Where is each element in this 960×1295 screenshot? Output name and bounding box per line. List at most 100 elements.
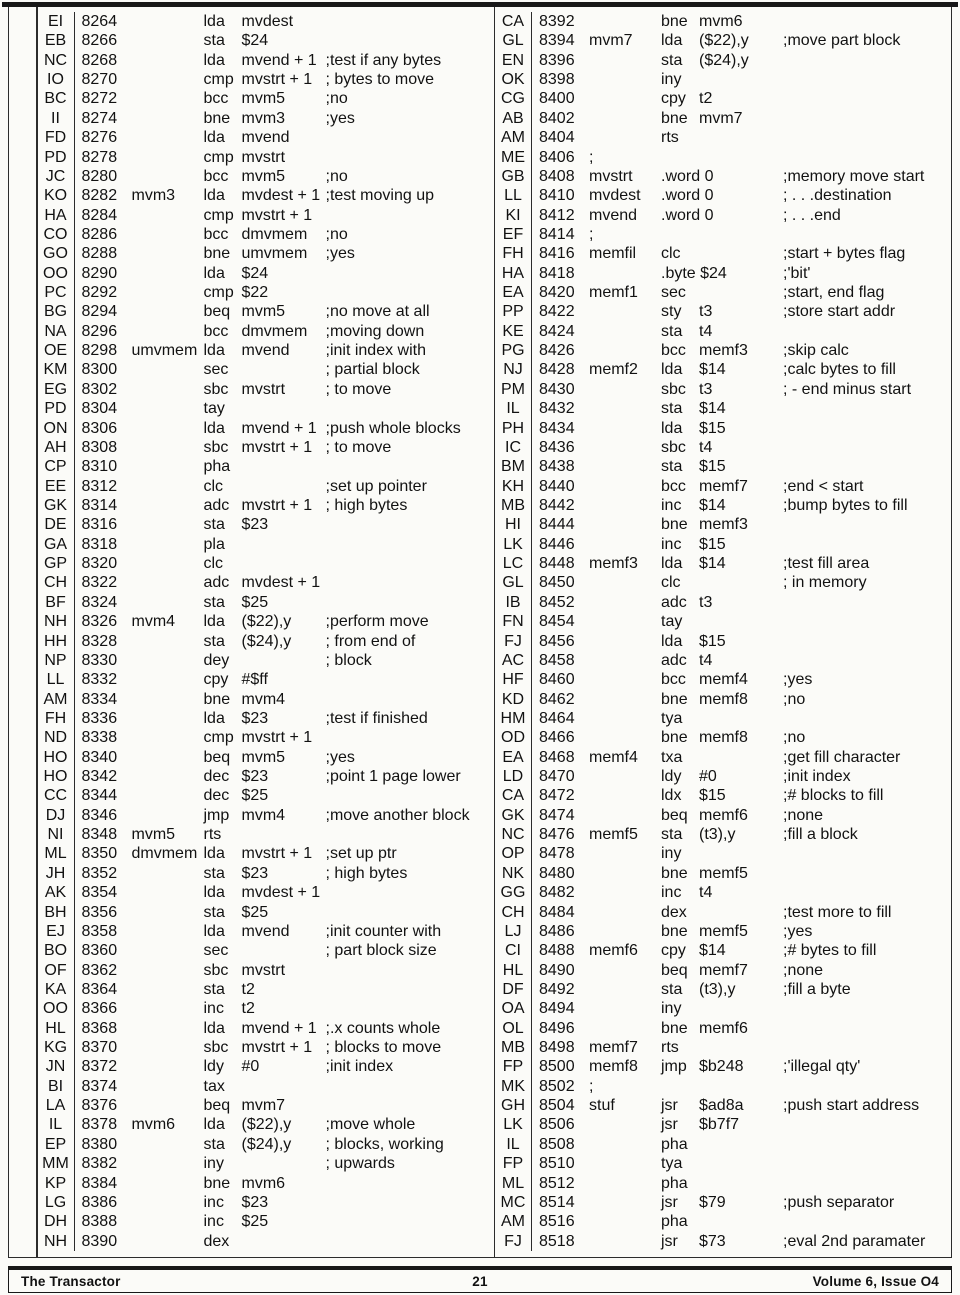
comment-cell: ;fill a byte	[783, 980, 851, 998]
code-row: FH 8336 lda $23 ;test if finished	[9, 708, 494, 729]
opcode-cell: sta	[203, 864, 225, 882]
checksum-cell: NC	[38, 50, 75, 71]
code-row: HO 8340 beq mvm5 ;yes	[9, 747, 494, 768]
code-cell: 8378 mvm6 lda ($22),y ;move whole	[75, 1115, 495, 1134]
operand-cell: mvm3	[241, 109, 286, 127]
address-cell: 8346	[81, 806, 118, 824]
comment-cell: ; from end of	[325, 632, 416, 650]
comment-cell: ;move another block	[325, 806, 470, 824]
code-row: BH 8356 sta $25	[9, 902, 494, 922]
checksum-cell: GG	[495, 883, 532, 903]
code-cell: 8306 lda mvend + 1 ;push whole blocks	[75, 419, 495, 438]
code-row: KD 8462 bne memf8 ;no	[495, 689, 951, 709]
assembly-code-listing: EI 8264 lda mvdest EB 8266 sta $24 NC 8268 lda mven…	[8, 7, 952, 1258]
opcode-cell: beq	[203, 303, 231, 321]
checksum-cell: DE	[38, 515, 75, 535]
code-cell: 8450 clc ; in memory	[532, 573, 951, 592]
address-cell: 8366	[81, 1000, 118, 1018]
code-row: PD 8304 tay	[9, 399, 495, 419]
checksum-cell: LL	[38, 670, 75, 690]
opcode-cell: inc	[661, 496, 682, 514]
operand-cell: memf6	[699, 1019, 748, 1037]
code-row: AM 8404 rts	[495, 128, 951, 148]
comment-cell: ;init index with	[325, 342, 427, 360]
code-row: KH 8440 bcc memf7 ;end < start	[495, 476, 951, 496]
code-cell: 8510 tya	[532, 1154, 951, 1173]
code-row: GK 8314 adc mvstrt + 1 ; high bytes	[9, 495, 494, 516]
code-cell: 8304 tay	[75, 399, 495, 418]
code-row: AM 8516 pha	[495, 1212, 951, 1232]
opcode-cell: sbc	[203, 380, 229, 398]
operand-cell: mvend	[241, 129, 290, 147]
label-cell: mvm6	[131, 1116, 176, 1134]
opcode-cell: sta	[203, 1135, 225, 1153]
operand-cell: $23	[241, 516, 269, 534]
operand-cell: mvend	[241, 922, 290, 940]
code-row: CP 8310 pha	[9, 457, 494, 477]
address-cell: 8452	[539, 593, 575, 611]
checksum-cell: CC	[38, 786, 75, 806]
code-cell: 8300 sec ; partial block	[75, 360, 495, 379]
address-cell: 8406	[539, 148, 575, 166]
address-cell: 8398	[539, 71, 575, 89]
opcode-cell: sbc	[203, 1039, 229, 1057]
checksum-cell: KG	[38, 1038, 75, 1058]
opcode-cell: clc	[203, 477, 224, 495]
checksum-cell: NK	[495, 863, 532, 884]
code-cell: 8458 adc t4	[532, 651, 951, 670]
checksum-cell: OL	[495, 1018, 532, 1039]
checksum-cell: EI	[38, 12, 75, 32]
address-cell: 8474	[539, 806, 575, 824]
code-cell: 8348 mvm5 rts	[75, 825, 495, 844]
opcode-cell: bne	[661, 690, 688, 708]
operand-cell: memf4	[699, 671, 748, 689]
operand-cell: memf3	[699, 342, 748, 360]
checksum-cell: NH	[38, 612, 75, 632]
opcode-cell: dec	[203, 787, 230, 805]
code-cell: 8270 cmp mvstrt + 1 ; bytes to move	[75, 70, 495, 89]
operand-cell: memf8	[699, 729, 748, 747]
comment-cell: ;'illegal qty'	[783, 1058, 861, 1076]
opcode-cell: bne	[203, 1174, 231, 1192]
address-cell: 8354	[81, 884, 118, 902]
address-cell: 8370	[81, 1039, 118, 1057]
address-cell: 8456	[539, 632, 575, 650]
operand-cell: mvm6	[699, 13, 743, 30]
opcode-cell: rts	[661, 129, 679, 147]
comment-cell: ;test if finished	[325, 709, 428, 727]
code-row: FP 8500 memf8 jmp $b248 ;'illegal qty'	[495, 1057, 951, 1077]
address-cell: 8478	[539, 845, 575, 863]
checksum-cell: LA	[38, 1096, 75, 1116]
code-cell: 8466 bne memf8 ;no	[532, 728, 951, 747]
comment-cell: ;calc bytes to fill	[783, 361, 896, 379]
opcode-cell: sta	[661, 458, 683, 476]
address-cell: 8266	[81, 32, 118, 50]
opcode-cell: cpy	[203, 671, 229, 689]
checksum-cell: FN	[495, 612, 532, 632]
checksum-cell: LC	[495, 554, 532, 574]
label-cell: mvend	[589, 206, 638, 224]
code-row: LK 8506 jsr $b7f7	[495, 1115, 951, 1135]
address-cell: 8512	[539, 1174, 575, 1192]
comment-cell: ; high bytes	[325, 496, 408, 514]
opcode-cell: beq	[203, 1097, 231, 1115]
code-row: HO 8342 dec $23 ;point 1 page lower	[9, 767, 494, 787]
comment-cell: ;memory move start	[783, 167, 925, 185]
operand-cell: memf6	[699, 806, 748, 824]
address-cell: 8434	[539, 419, 575, 437]
checksum-cell: MC	[495, 1192, 532, 1213]
code-row: HA 8418 .byte $24 ;'bit'	[495, 263, 951, 284]
operand-cell: #$ff	[241, 671, 268, 689]
comment-cell: ;yes	[325, 109, 355, 127]
operand-cell: mvend + 1	[241, 1019, 317, 1037]
code-cell: 8376 beq mvm7	[75, 1096, 495, 1115]
address-cell: 8450	[539, 574, 575, 592]
code-row: OO 8290 lda $24	[9, 263, 494, 284]
checksum-cell: AK	[38, 883, 75, 903]
label-cell: memf2	[589, 361, 638, 379]
code-cell: 8400 cpy t2	[532, 89, 951, 108]
address-cell: 8506	[539, 1116, 575, 1134]
opcode-cell: inc	[661, 535, 682, 553]
address-cell: 8424	[539, 322, 575, 340]
page-footer: The Transactor 21 Volume 6, Issue O4	[8, 1266, 952, 1293]
